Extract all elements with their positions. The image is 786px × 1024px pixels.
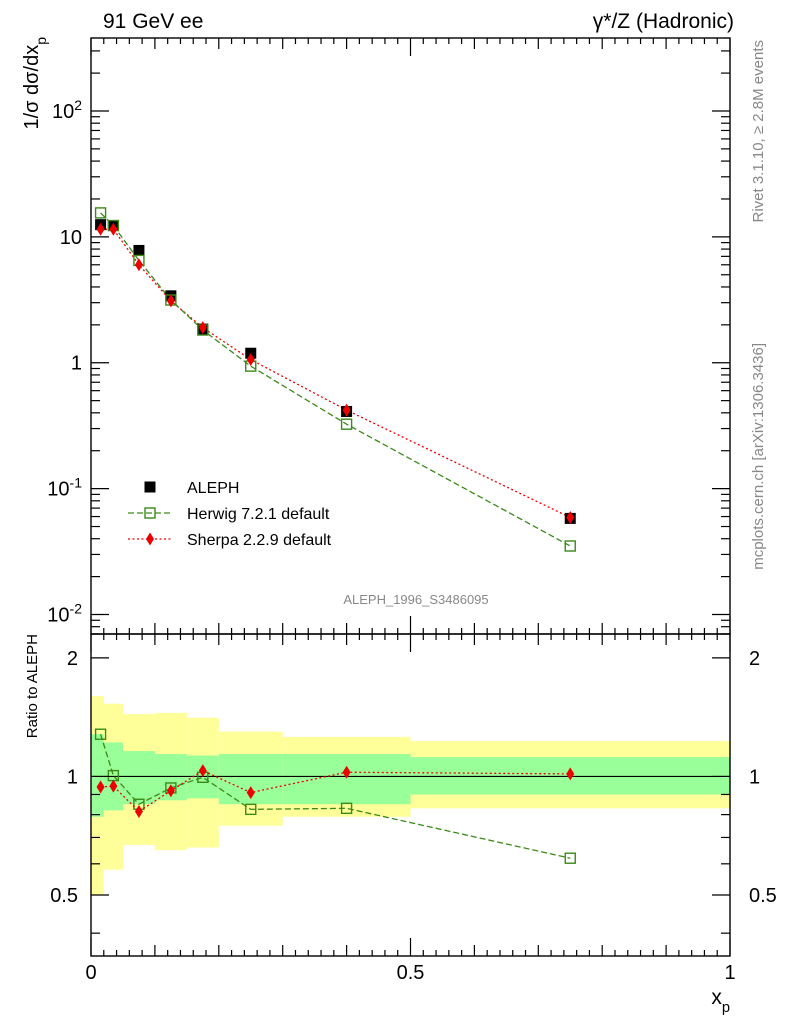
inner-uncertainty-band [122,751,155,805]
ratio-y-tick-label: 2 [67,648,78,670]
main-plot-area [94,207,576,552]
ratio-y-tick-label-right: 1 [749,766,760,788]
herwig-point [94,207,107,219]
main-y-tick-label: 10-1 [47,475,82,501]
sherpa-point [166,784,175,798]
sherpa-point [109,222,118,236]
legend-label: Sherpa 2.2.9 default [187,532,332,549]
sherpa-point [566,767,575,781]
ratio-panel: 0.5 0.51 12 2 0 0.5 1 Ratio to ALEPH xp [24,633,777,1016]
herwig-point [340,802,353,815]
sherpa-point [342,765,351,779]
x-tick-label: 1 [724,962,735,984]
legend-label: Herwig 7.2.1 default [187,506,330,523]
sherpa-point [96,780,105,794]
aleph-data-point [144,481,156,493]
main-y-tick-label: 1 [71,353,82,375]
ratio-y-axis: 0.5 0.5 1 1 2 2 [50,648,777,934]
x-tick-label: 0.5 [397,962,425,984]
ratio-sherpa-line [100,769,571,813]
main-y-axis: 10-2 10-1 1 10 102 [47,50,730,635]
ratio-plot-area [94,728,576,864]
main-y-tick-label: 102 [52,97,82,123]
sherpa-point [198,321,207,335]
analysis-watermark: ALEPH_1996_S3486095 [343,592,488,607]
herwig-point [564,852,576,864]
main-y-axis-label: 1/σ dσ/dxp [21,37,49,130]
sherpa-line [100,228,571,519]
main-x-axis [90,38,731,634]
ratio-y-tick-label: 1 [67,766,78,788]
ratio-y-tick-label: 0.5 [50,885,78,907]
inner-uncertainty-band [282,754,411,805]
herwig-point [94,728,107,740]
herwig-point [564,540,576,552]
herwig-line [100,212,571,547]
sherpa-point [342,403,351,417]
x-axis-label: xp [711,986,730,1016]
sherpa-point [134,804,143,818]
uncertainty-bands [91,696,730,895]
ratio-y-axis-label: Ratio to ALEPH [24,634,41,738]
sherpa-point [198,764,207,778]
header-left-title: 91 GeV ee [103,10,203,33]
header-right-title: γ*/Z (Hadronic) [593,10,734,33]
sherpa-point [566,510,575,524]
main-y-tick-label: 10-2 [47,601,82,627]
sherpa-point [134,258,143,272]
main-y-tick-label: 10 [60,227,82,249]
ratio-x-axis: 0 0.5 1 [85,634,736,984]
legend-label: ALEPH [187,480,239,497]
sherpa-point [166,294,175,308]
x-tick-label: 0 [85,962,96,984]
sherpa-point [246,353,255,367]
legend: ALEPH Herwig 7.2.1 default Sherpa 2.2.9 de… [128,480,332,549]
rivet-version-text: Rivet 3.1.10, ≥ 2.8M events [750,40,767,223]
ratio-y-tick-label-right: 2 [749,648,760,670]
herwig-point [245,803,257,816]
aleph-data-point [133,244,145,256]
sherpa-point [146,532,154,546]
main-panel: 10-2 10-1 1 10 102 1/σ dσ/dxp ALEPH Herwig 7.… [21,37,731,635]
herwig-point [144,507,156,519]
mcplots-source-text: mcplots.cern.ch [arXiv:1306.3436] [750,343,767,570]
sherpa-point [109,779,118,793]
ratio-y-tick-label-right: 0.5 [749,885,777,907]
inner-uncertainty-band [91,734,104,817]
sherpa-point [96,222,105,236]
sherpa-point [246,786,255,800]
herwig-point [340,418,353,430]
